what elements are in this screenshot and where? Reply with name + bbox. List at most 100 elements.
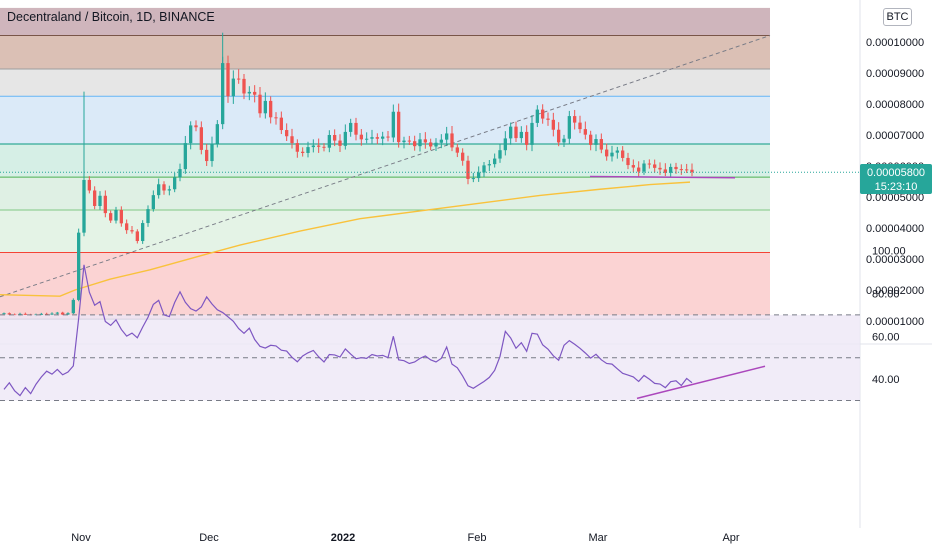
candle-body xyxy=(77,232,81,300)
candle-body xyxy=(306,147,310,153)
candle-body xyxy=(413,141,417,147)
candle-body xyxy=(434,142,438,147)
candle-body xyxy=(589,134,593,145)
candle-body xyxy=(183,143,187,170)
candle-body xyxy=(290,136,294,144)
candle-body xyxy=(461,152,465,161)
candle-body xyxy=(647,163,651,165)
candle-body xyxy=(151,195,155,210)
candle-body xyxy=(173,177,177,190)
time-tick-label: Mar xyxy=(589,532,608,544)
chart-title: Decentraland / Bitcoin, 1D, BINANCE xyxy=(7,10,215,24)
candle-body xyxy=(642,163,646,172)
candle-body xyxy=(269,100,273,118)
rsi-band xyxy=(0,314,860,401)
candle-body xyxy=(226,63,230,97)
candle-body xyxy=(146,209,150,224)
candle-body xyxy=(407,140,411,142)
candle-body xyxy=(519,131,523,139)
candle-body xyxy=(45,313,49,315)
candle-body xyxy=(178,169,182,178)
candle-body xyxy=(338,140,342,146)
candle-body xyxy=(103,195,107,214)
candle-body xyxy=(167,189,171,191)
candle-body xyxy=(546,118,550,120)
candle-body xyxy=(503,138,507,151)
candle-body xyxy=(71,299,75,314)
candle-body xyxy=(199,127,203,150)
candle-body xyxy=(327,135,331,148)
candle-body xyxy=(39,313,43,315)
candle-body xyxy=(231,78,235,97)
candle-body xyxy=(285,130,289,137)
candle-body xyxy=(386,136,390,138)
candle-body xyxy=(535,109,539,123)
rsi-tick-label: 100.00 xyxy=(872,246,906,258)
candle-body xyxy=(669,166,673,173)
moving-average-line xyxy=(0,181,691,297)
candle-body xyxy=(583,129,587,135)
fib-zone xyxy=(0,35,770,69)
candle-body xyxy=(370,137,374,139)
rsi-tick-label: 80.00 xyxy=(872,289,900,301)
fib-zone xyxy=(0,210,770,253)
candle-body xyxy=(50,313,54,315)
candle-body xyxy=(471,178,475,180)
time-tick-label: Apr xyxy=(722,532,739,544)
candle-body xyxy=(317,145,321,147)
price-tick-label: 0.00002000 xyxy=(866,285,924,297)
price-tick-label: 0.00005000 xyxy=(866,192,924,204)
candle-body xyxy=(210,143,214,162)
candle-body xyxy=(551,119,555,130)
time-tick-label: Nov xyxy=(71,532,91,544)
candle-body xyxy=(402,140,406,143)
candle-body xyxy=(391,111,395,138)
candle-body xyxy=(562,138,566,143)
currency-label[interactable]: BTC xyxy=(883,8,912,26)
candle-body xyxy=(594,139,598,145)
candle-body xyxy=(663,169,667,173)
candle-body xyxy=(626,157,630,166)
candle-body xyxy=(205,149,209,162)
candle-body xyxy=(157,184,161,196)
candle-body xyxy=(322,146,326,148)
candle-body xyxy=(263,100,267,114)
candle-body xyxy=(418,139,422,147)
price-tick-label: 0.00008000 xyxy=(866,99,924,111)
candle-body xyxy=(525,131,529,145)
candle-body xyxy=(477,172,481,179)
candle-body xyxy=(55,312,59,314)
candle-body xyxy=(365,138,369,140)
candle-body xyxy=(125,223,129,231)
candle-body xyxy=(450,133,454,148)
time-tick-label: 2022 xyxy=(331,532,355,544)
candle-body xyxy=(109,213,113,221)
candle-body xyxy=(631,165,635,168)
candle-body xyxy=(658,167,662,170)
candle-body xyxy=(541,109,545,119)
candle-body xyxy=(135,231,139,242)
candle-body xyxy=(679,169,683,171)
candle-body xyxy=(194,125,198,128)
candle-body xyxy=(7,313,11,315)
price-tick-label: 0.00009000 xyxy=(866,68,924,80)
candle-body xyxy=(189,125,193,144)
candle-body xyxy=(610,152,614,157)
candle-body xyxy=(487,164,491,166)
candle-body xyxy=(258,94,262,114)
candle-body xyxy=(237,78,241,80)
candle-body xyxy=(23,313,27,315)
candle-body xyxy=(653,164,657,168)
price-tick-label: 0.00007000 xyxy=(866,130,924,142)
candle-body xyxy=(162,184,166,191)
candle-body xyxy=(685,169,689,171)
candle-body xyxy=(493,158,497,165)
candle-body xyxy=(637,167,641,172)
candle-body xyxy=(573,116,577,123)
candle-body xyxy=(349,122,353,132)
candle-body xyxy=(343,131,347,146)
candle-body xyxy=(114,210,118,221)
candle-body xyxy=(87,179,91,191)
candle-body xyxy=(301,151,305,153)
